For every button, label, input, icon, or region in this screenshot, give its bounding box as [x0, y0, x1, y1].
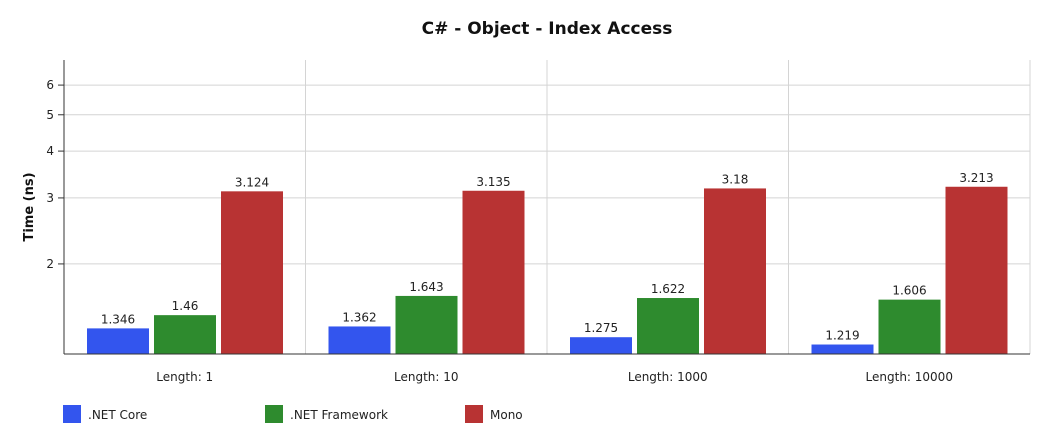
- axes: 2 3 4 5 6 Length: 1 Length: 10 Length: 1000 Leng…: [46, 60, 1030, 384]
- data-labels: 1.346 1.46 3.124 1.362 1.643 3.135 1.275 1.622 3…: [101, 171, 994, 343]
- bar: [704, 188, 766, 354]
- data-label: 1.275: [584, 321, 618, 335]
- legend-label: .NET Core: [88, 408, 147, 422]
- y-axis-label: Time (ns): [22, 172, 37, 241]
- x-category-label: Length: 10: [394, 370, 459, 384]
- bar: [87, 328, 149, 354]
- bar: [395, 295, 458, 354]
- x-category-label: Length: 1000: [628, 370, 708, 384]
- data-label: 1.219: [825, 329, 859, 343]
- data-label: 3.124: [235, 175, 269, 189]
- bar: [878, 299, 941, 354]
- bar: [570, 337, 632, 354]
- x-category-label: Length: 1: [156, 370, 213, 384]
- bar: [328, 326, 391, 354]
- data-label: 1.622: [651, 282, 685, 296]
- y-tick-label: 5: [46, 108, 54, 122]
- bar: [945, 186, 1008, 354]
- chart-title: C# - Object - Index Access: [422, 19, 673, 39]
- bar: [154, 315, 216, 354]
- y-tick-label: 3: [46, 191, 54, 205]
- data-label: 3.135: [476, 175, 510, 189]
- legend-label: Mono: [490, 408, 523, 422]
- legend-label: .NET Framework: [290, 408, 388, 422]
- bar: [462, 190, 525, 354]
- legend-swatch: [265, 405, 283, 423]
- data-label: 1.606: [892, 284, 926, 298]
- bar: [811, 344, 874, 354]
- data-label: 3.18: [722, 172, 749, 186]
- bars: [87, 186, 1008, 354]
- y-tick-label: 6: [46, 78, 54, 92]
- legend-swatch: [63, 405, 81, 423]
- data-label: 1.643: [409, 280, 443, 294]
- bar: [637, 298, 699, 354]
- x-category-label: Length: 10000: [866, 370, 953, 384]
- legend-swatch: [465, 405, 483, 423]
- y-tick-label: 4: [46, 144, 54, 158]
- data-label: 1.362: [342, 310, 376, 324]
- legend: .NET Core .NET Framework Mono: [63, 405, 523, 423]
- data-label: 1.46: [172, 299, 199, 313]
- y-tick-label: 2: [46, 257, 54, 271]
- data-label: 3.213: [959, 171, 993, 185]
- data-label: 1.346: [101, 312, 135, 326]
- bar: [221, 191, 283, 354]
